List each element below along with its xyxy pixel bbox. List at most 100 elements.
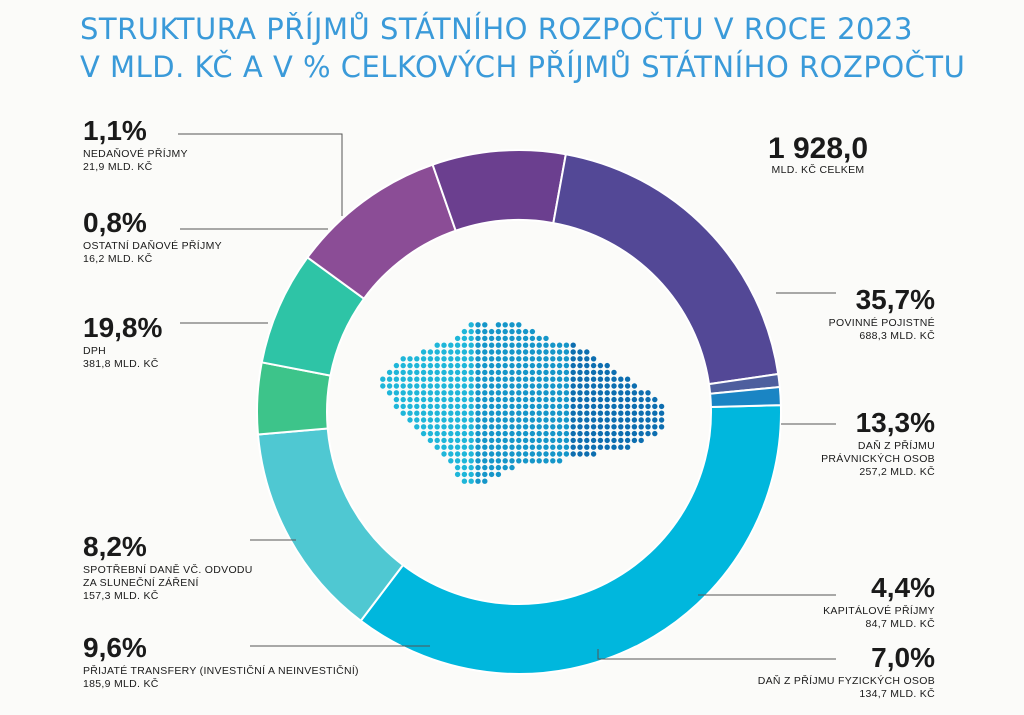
map-dot	[427, 356, 434, 362]
map-dot	[529, 349, 536, 355]
map-dot	[618, 383, 624, 389]
map-dot	[434, 417, 440, 423]
map-dot	[441, 362, 447, 369]
map-dot	[543, 390, 549, 396]
map-dot	[475, 383, 481, 389]
map-dot	[482, 458, 488, 464]
map-dot	[604, 444, 610, 450]
map-dot	[570, 362, 576, 369]
map-dot	[475, 390, 481, 396]
map-dot	[604, 376, 610, 382]
map-dot	[441, 376, 447, 382]
map-dot	[475, 464, 481, 471]
map-dot	[495, 349, 502, 355]
map-dot	[597, 390, 604, 396]
map-dot	[550, 383, 556, 389]
map-dot	[461, 342, 468, 348]
map-dot	[556, 356, 563, 362]
map-dot	[624, 403, 631, 410]
map-dot	[454, 464, 461, 471]
map-dot	[495, 322, 502, 328]
map-dot	[550, 396, 556, 403]
map-dot	[407, 376, 413, 382]
map-dot	[529, 328, 536, 335]
map-dot	[550, 390, 556, 396]
map-dot	[495, 335, 502, 342]
map-dot	[448, 417, 454, 423]
map-dot	[488, 356, 495, 362]
map-dot	[631, 430, 638, 437]
map-dot	[482, 444, 488, 450]
map-dot	[604, 437, 610, 444]
map-dot	[461, 349, 468, 355]
map-dot	[618, 396, 624, 403]
map-dot	[577, 424, 583, 430]
map-dot	[604, 424, 610, 430]
slice-name: PRÁVNICKÝCH OSOB	[821, 452, 935, 465]
map-dot	[536, 369, 542, 376]
total-value: 1 928,0	[768, 132, 868, 165]
map-dot	[570, 376, 576, 382]
map-dot	[570, 430, 576, 437]
map-dot	[495, 362, 502, 369]
map-dot	[577, 376, 583, 382]
map-dot	[563, 349, 570, 355]
map-dot	[645, 396, 651, 403]
map-dot	[536, 451, 542, 457]
map-dot	[502, 335, 508, 342]
map-dot	[577, 369, 583, 376]
map-dot	[454, 349, 461, 355]
map-dot	[584, 383, 590, 389]
map-dot	[461, 417, 468, 423]
map-dot	[522, 430, 529, 437]
map-dot	[427, 430, 434, 437]
map-dot	[550, 458, 556, 464]
map-dot	[468, 369, 474, 376]
map-dot	[502, 424, 508, 430]
map-dot	[529, 356, 536, 362]
map-dot	[529, 396, 536, 403]
map-dot	[420, 349, 427, 355]
map-dot	[543, 424, 549, 430]
map-dot	[461, 444, 468, 450]
map-dot	[611, 417, 617, 423]
map-dot	[529, 437, 536, 444]
map-dot	[454, 356, 461, 362]
map-dot	[488, 376, 495, 382]
map-dot	[577, 410, 583, 416]
map-dot	[448, 403, 454, 410]
map-dot	[550, 369, 556, 376]
map-dot	[543, 451, 549, 457]
slice-value: 157,3 MLD. KČ	[83, 589, 159, 602]
slice-percent: 9,6%	[83, 632, 147, 663]
map-dot	[386, 369, 393, 376]
map-dot	[441, 369, 447, 376]
map-dot	[658, 410, 665, 416]
map-dot	[502, 403, 508, 410]
map-dot	[597, 444, 604, 450]
map-dot	[556, 342, 563, 348]
map-dot	[461, 376, 468, 382]
map-dot	[468, 335, 474, 342]
map-dot	[516, 356, 522, 362]
map-dot	[516, 451, 522, 457]
map-dot	[427, 376, 434, 382]
map-dot	[495, 430, 502, 437]
map-dot	[434, 444, 440, 450]
map-dot	[570, 396, 576, 403]
map-dot	[509, 383, 515, 389]
map-dot	[434, 396, 440, 403]
map-dot	[611, 376, 617, 382]
map-dot	[522, 396, 529, 403]
map-dot	[488, 383, 495, 389]
map-dot	[563, 403, 570, 410]
map-dot	[427, 383, 434, 389]
map-dot	[590, 410, 597, 416]
map-dot	[400, 376, 406, 382]
map-dot	[461, 478, 468, 484]
map-dot	[420, 362, 427, 369]
